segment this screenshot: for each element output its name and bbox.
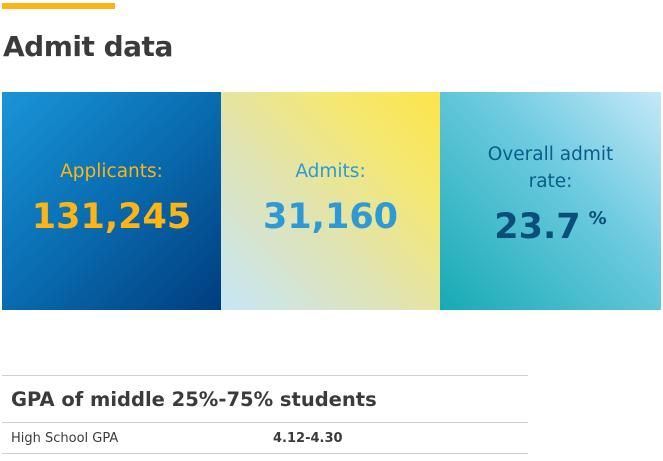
applicants-stat: Applicants: 131,245 bbox=[2, 92, 221, 310]
applicants-label: Applicants: bbox=[60, 160, 163, 182]
accent-bar bbox=[2, 3, 115, 9]
gpa-heading: GPA of middle 25%-75% students bbox=[11, 387, 377, 411]
admits-label: Admits: bbox=[295, 160, 366, 182]
admit-stats-panel: Applicants: 131,245 Admits: 31,160 Overa… bbox=[2, 92, 661, 310]
gpa-row-label: High School GPA bbox=[11, 430, 119, 446]
admits-stat: Admits: 31,160 bbox=[221, 92, 440, 310]
gpa-table-header: GPA of middle 25%-75% students bbox=[2, 375, 528, 422]
page-title: Admit data bbox=[3, 30, 173, 63]
admit-rate-value-row: 23.7 % bbox=[494, 205, 606, 249]
gpa-row-value: 4.12-4.30 bbox=[273, 430, 343, 446]
table-row: High School GPA 4.12-4.30 bbox=[2, 422, 528, 454]
applicants-value: 131,245 bbox=[31, 196, 192, 237]
admit-rate-label: Overall admit rate: bbox=[487, 144, 614, 192]
gpa-table: GPA of middle 25%-75% students High Scho… bbox=[2, 375, 528, 454]
admit-rate-stat: Overall admit rate: 23.7 % bbox=[440, 92, 661, 310]
admits-value: 31,160 bbox=[262, 196, 399, 237]
admit-rate-unit: % bbox=[588, 208, 607, 229]
admit-rate-value: 23.7 bbox=[494, 207, 581, 247]
